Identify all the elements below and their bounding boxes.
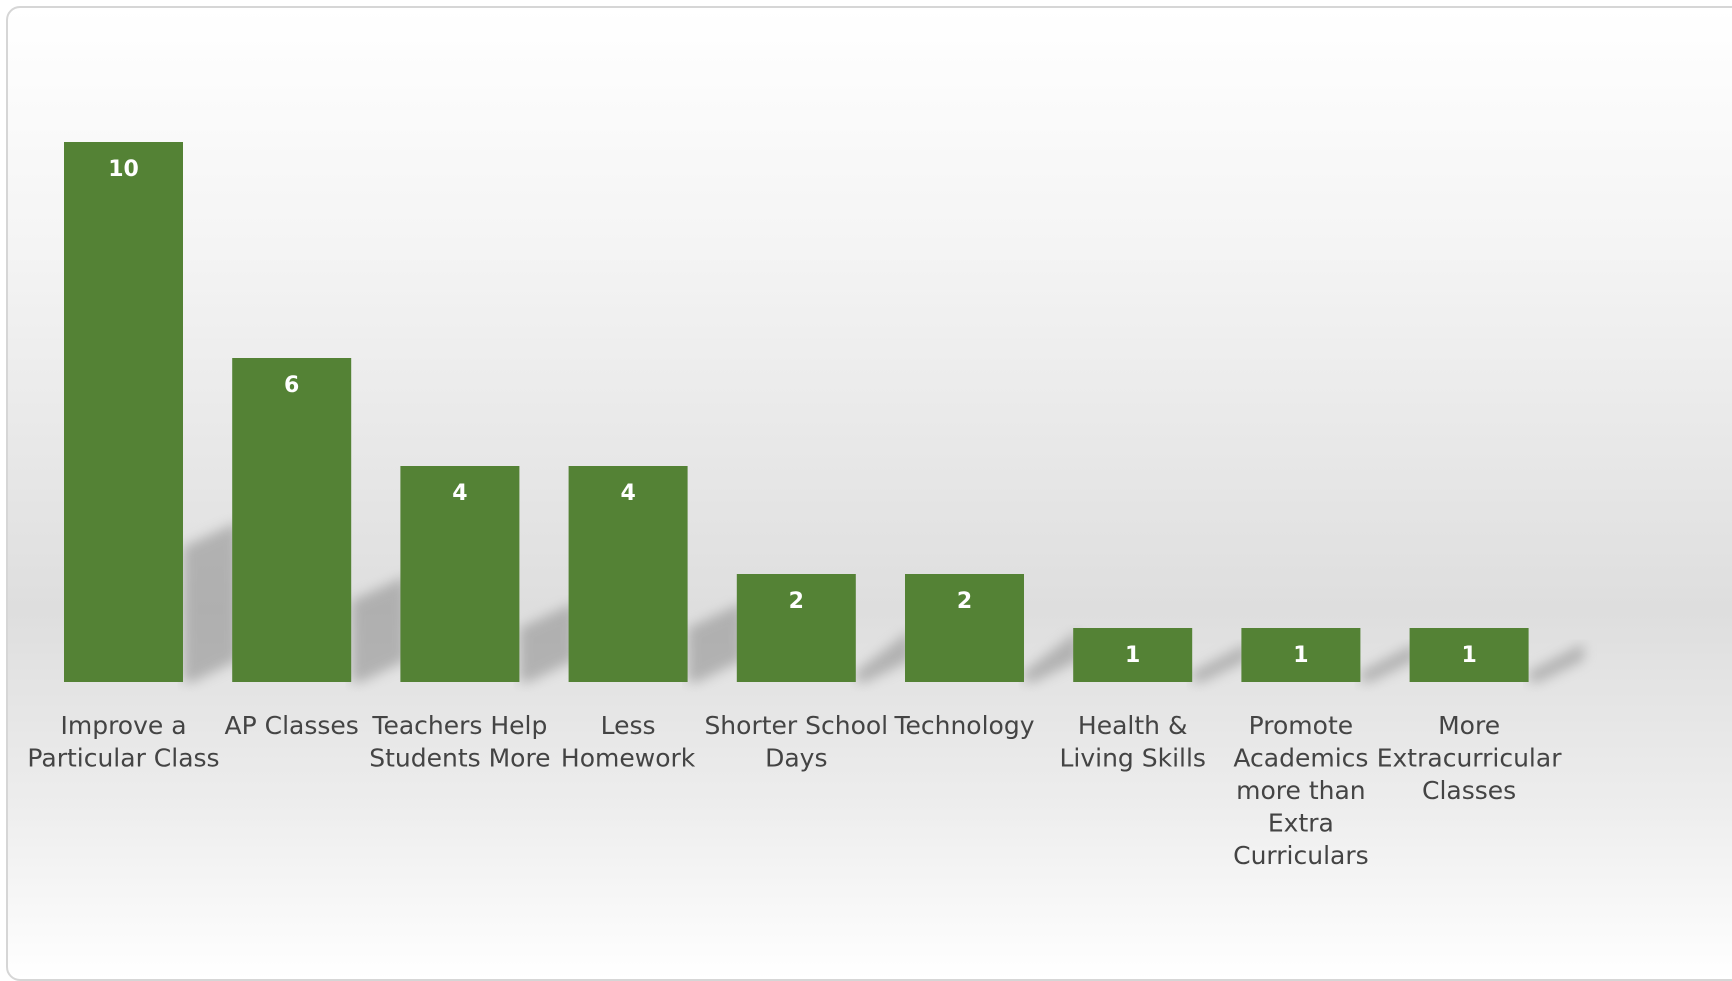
category-label-line: Homework — [561, 744, 696, 773]
category-label-line: AP Classes — [225, 711, 359, 740]
category-label-line: Extra — [1268, 809, 1334, 838]
category-label: Improve a Particular Class — [27, 711, 219, 773]
category-label-line: Academics — [1233, 744, 1368, 773]
category-label: Technology — [893, 711, 1034, 740]
category-label-line: Curriculars — [1233, 841, 1369, 870]
category-label-line: Improve a — [60, 711, 186, 740]
bars-group — [64, 142, 1529, 682]
category-label-line: Teachers Help — [371, 711, 547, 740]
bar — [736, 574, 856, 682]
category-label-line: Particular Class — [27, 744, 219, 773]
category-label-line: Shorter School — [704, 711, 888, 740]
bar — [232, 358, 352, 682]
category-label-line: Days — [765, 744, 827, 773]
category-label-line: Living Skills — [1059, 744, 1205, 773]
category-label-line: more than — [1236, 776, 1366, 805]
bar-shadow — [519, 603, 575, 682]
category-label-line: Technology — [893, 711, 1034, 740]
bar — [64, 142, 183, 682]
bar-shadow — [1024, 630, 1079, 682]
data-label: 6 — [284, 373, 299, 398]
category-label-line: Less — [601, 711, 656, 740]
category-label: Shorter School Days — [704, 711, 888, 773]
bar-shadow — [1528, 643, 1584, 682]
data-label: 2 — [957, 589, 972, 614]
category-label: More Extracurricular Classes — [1377, 711, 1562, 805]
bar-shadow — [183, 522, 238, 682]
category-label-line: More — [1438, 711, 1500, 740]
bar — [905, 574, 1024, 682]
category-label-line: Classes — [1422, 776, 1516, 805]
data-labels-group: 10 6 4 4 2 2 1 1 1 — [108, 157, 1477, 668]
bar-shadow — [351, 576, 407, 682]
bar-shadow — [1360, 643, 1416, 682]
data-label: 4 — [620, 481, 635, 506]
category-label: Less Homework — [561, 711, 696, 773]
data-label: 1 — [1461, 643, 1476, 668]
category-label-line: Promote — [1249, 711, 1354, 740]
category-label-line: Health & — [1078, 711, 1188, 740]
bar — [400, 466, 520, 682]
data-label: 2 — [789, 589, 804, 614]
category-label: Promote Academics more than Extra Curricular… — [1233, 711, 1369, 870]
chart-frame: 10 6 4 4 2 2 1 1 1 Improve a Particular Class AP C… — [6, 6, 1732, 981]
data-label: 1 — [1125, 643, 1140, 668]
category-label-line: Extracurricular — [1377, 744, 1562, 773]
bar — [568, 466, 688, 682]
category-label: Teachers Help Students More — [369, 711, 550, 773]
bar-shadow — [687, 603, 743, 682]
bar — [1073, 628, 1193, 682]
bar — [1241, 628, 1361, 682]
bar — [1409, 628, 1529, 682]
bar-shadow — [1192, 643, 1248, 682]
data-label: 1 — [1293, 643, 1308, 668]
data-label: 4 — [452, 481, 467, 506]
bar-shadow — [855, 630, 911, 682]
category-label: AP Classes — [225, 711, 359, 740]
bar-shadows — [183, 522, 1584, 682]
category-label: Health & Living Skills — [1059, 711, 1205, 773]
category-label-line: Students More — [369, 744, 550, 773]
data-label: 10 — [108, 157, 139, 182]
